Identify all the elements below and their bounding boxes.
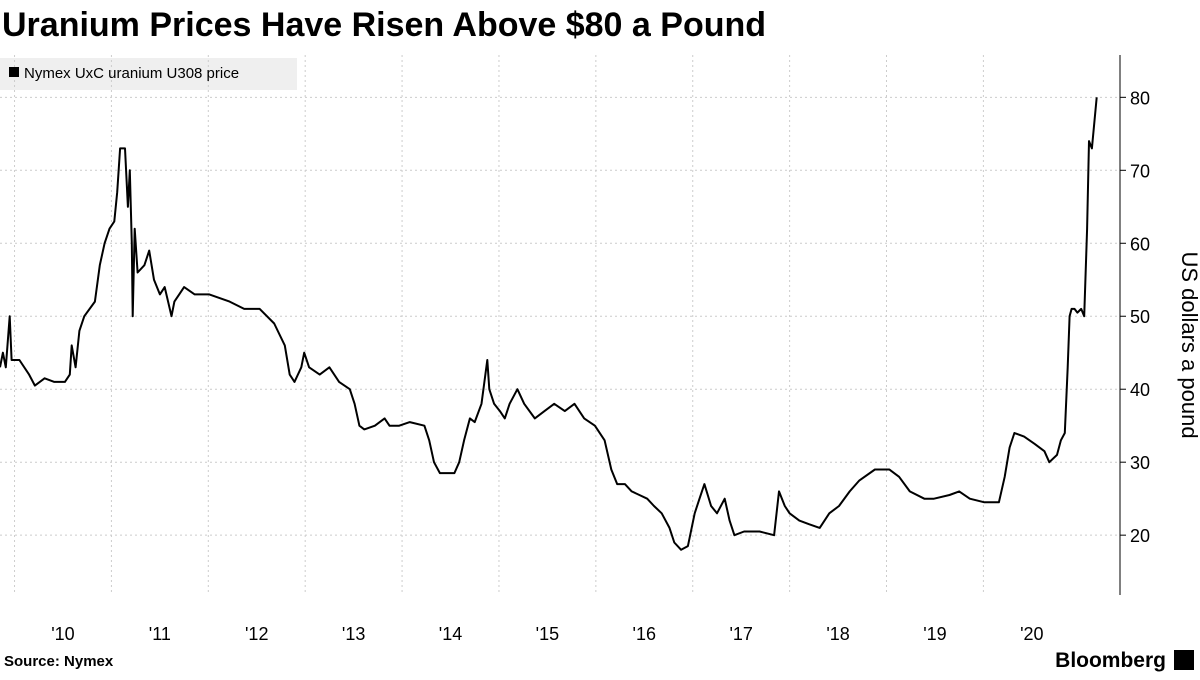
- source-note: Source: Nymex: [4, 653, 114, 670]
- y-tick-label: 20: [1130, 526, 1150, 546]
- x-tick-label: '14: [439, 624, 462, 644]
- x-tick-label: '13: [342, 624, 365, 644]
- legend-swatch: [9, 67, 19, 77]
- x-tick-label: '11: [149, 624, 171, 644]
- credit-logo: [1174, 650, 1194, 670]
- y-axis-label: US dollars a pound: [1177, 251, 1200, 438]
- chart-title: Uranium Prices Have Risen Above $80 a Po…: [2, 6, 766, 44]
- x-tick-label: '10: [51, 624, 74, 644]
- y-tick-label: 60: [1130, 234, 1150, 254]
- y-tick-label: 40: [1130, 380, 1150, 400]
- x-tick-label: '16: [633, 624, 656, 644]
- x-tick-label: '15: [536, 624, 559, 644]
- y-tick-label: 70: [1130, 161, 1150, 181]
- x-tick-label: '17: [729, 624, 752, 644]
- x-tick-label: '18: [826, 624, 849, 644]
- x-tick-label: '12: [245, 624, 268, 644]
- y-tick-label: 30: [1130, 453, 1150, 473]
- credit: Bloomberg: [1055, 649, 1166, 672]
- legend-label: Nymex UxC uranium U308 price: [24, 65, 239, 82]
- price-line: [0, 97, 1098, 551]
- y-tick-label: 50: [1130, 307, 1150, 327]
- x-tick-label: '20: [1020, 624, 1043, 644]
- legend-box: [0, 58, 297, 90]
- x-tick-label: '19: [923, 624, 946, 644]
- y-tick-label: 80: [1130, 88, 1150, 108]
